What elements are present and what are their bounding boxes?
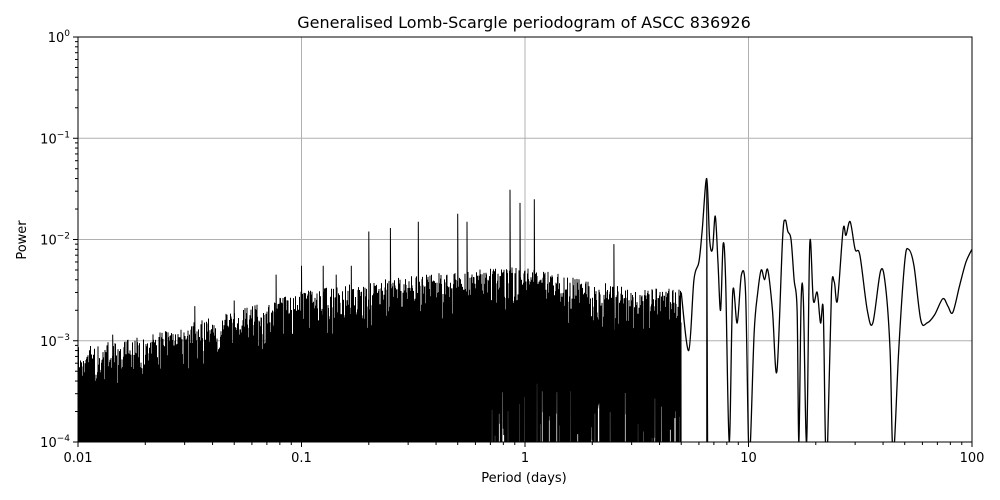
y-tick-label: 10−2: [40, 232, 70, 249]
x-tick-label: 1: [521, 451, 529, 466]
x-axis-label: Period (days): [481, 471, 567, 486]
chart-title: Generalised Lomb-Scargle periodogram of …: [297, 13, 751, 32]
x-axis: 0.01 0.1 1 10 100: [64, 442, 985, 466]
long-period-series: [680, 177, 972, 442]
x-tick-label: 0.01: [64, 451, 93, 466]
noise-series: [78, 178, 709, 442]
y-axis-label: Power: [15, 220, 30, 260]
y-tick-label: 10−3: [40, 333, 70, 350]
y-tick-label: 10−4: [40, 434, 70, 451]
y-tick-label: 100: [48, 29, 71, 46]
x-tick-label: 100: [960, 451, 985, 466]
y-tick-label: 10−1: [40, 130, 70, 147]
x-tick-label: 0.1: [291, 451, 312, 466]
y-axis: 10−4 10−3 10−2 10−1 100: [40, 29, 78, 451]
x-tick-label: 10: [740, 451, 757, 466]
